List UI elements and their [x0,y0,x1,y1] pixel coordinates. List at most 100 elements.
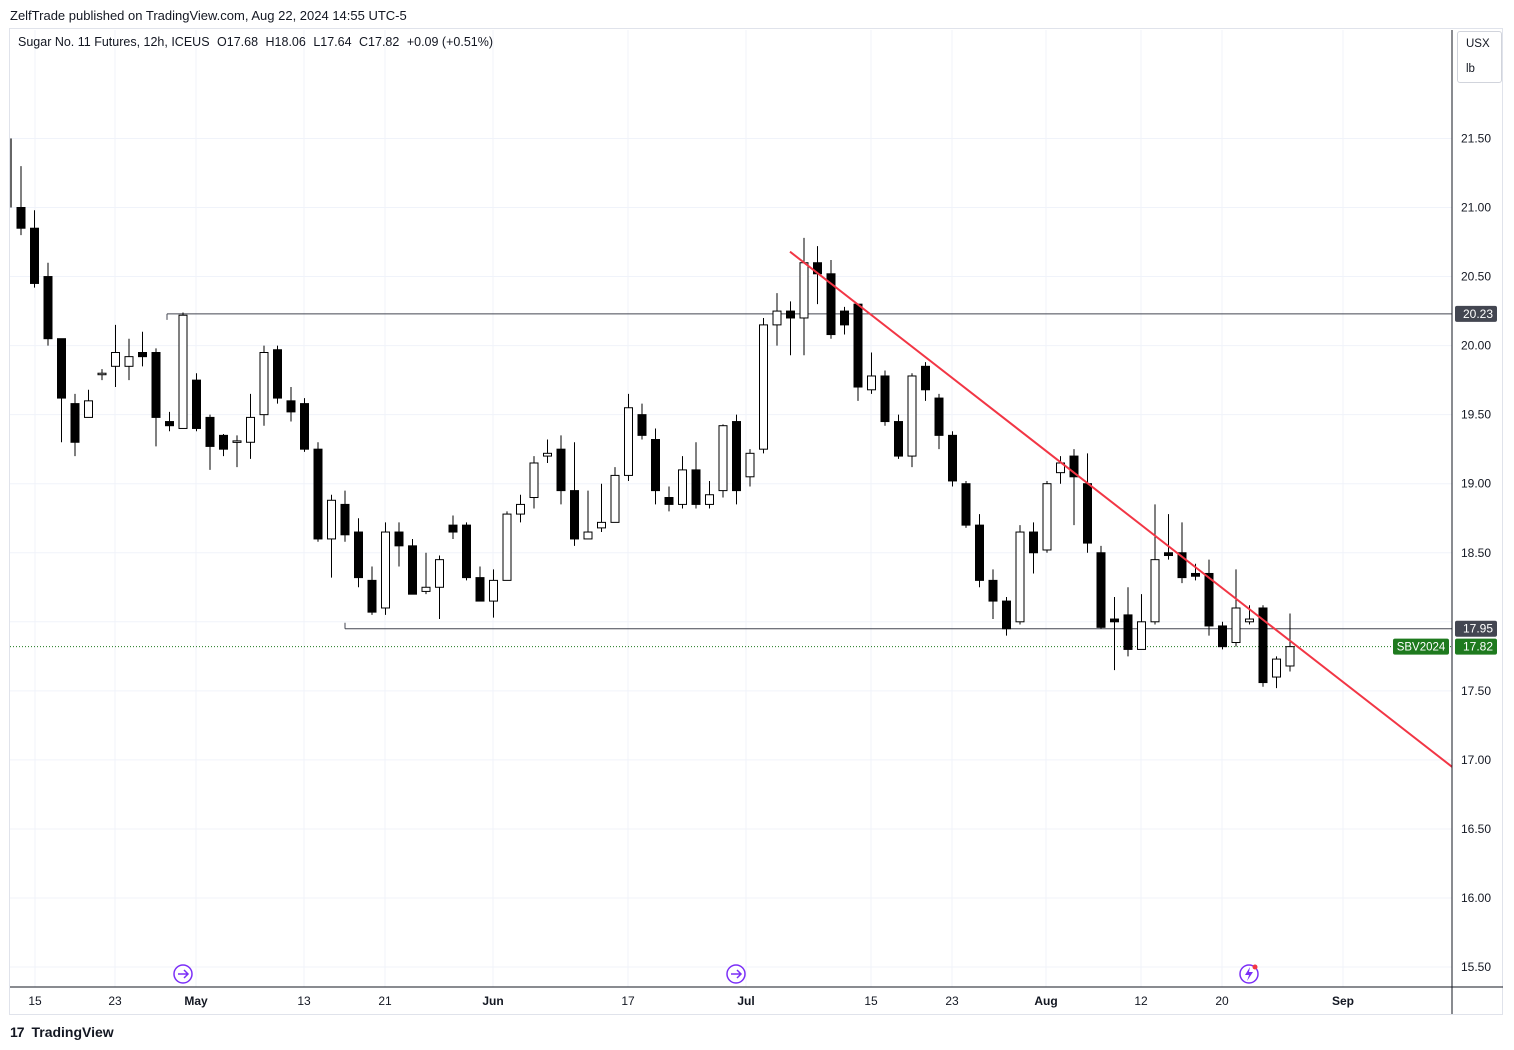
candle-body[interactable] [624,407,633,476]
candle-body[interactable] [867,375,876,391]
candle-body[interactable] [57,338,66,399]
candle-body[interactable] [1258,607,1268,684]
candle-body[interactable] [111,352,120,367]
candle-body[interactable] [1002,600,1011,630]
candle-body[interactable] [529,462,539,499]
unit-selector[interactable]: USX lb [1457,31,1502,83]
candle-body[interactable] [327,499,336,540]
candle-body[interactable] [799,262,809,319]
candle-body[interactable] [178,314,188,429]
candle-body[interactable] [759,324,768,450]
earnings-event-icon[interactable] [1239,964,1259,984]
candle-body[interactable] [489,579,498,602]
candle-body[interactable] [462,524,471,579]
candle-body[interactable] [907,375,917,457]
candle-body[interactable] [718,425,728,492]
unit-label[interactable]: lb [1466,63,1475,75]
candle-body[interactable] [259,352,269,416]
candle-body[interactable] [1218,625,1227,648]
candle-body[interactable] [300,403,309,450]
candle-body[interactable] [921,365,930,391]
candle-body[interactable] [583,531,593,540]
candle-body[interactable] [475,577,485,602]
candle-body[interactable] [43,276,53,340]
candle-body[interactable] [1123,614,1133,650]
candle-body[interactable] [1150,559,1160,623]
candle-body[interactable] [1083,483,1092,544]
candle-body[interactable] [124,356,134,367]
candle-body[interactable] [853,303,863,388]
candle-body[interactable] [1042,483,1052,551]
candle-body[interactable] [637,414,647,436]
tradingview-footer[interactable]: 17 TradingView [10,1024,114,1040]
candle-body[interactable] [1177,552,1187,579]
trendline[interactable] [789,250,1453,768]
candle-body[interactable] [570,490,579,540]
candle-body[interactable] [165,421,174,427]
candle-body[interactable] [556,448,566,492]
candle-body[interactable] [381,531,390,609]
candle-body[interactable] [610,474,620,523]
candle-body[interactable] [313,448,323,540]
candle-body[interactable] [1272,658,1281,678]
candle-body[interactable] [1096,552,1106,628]
candle-body[interactable] [651,439,660,492]
dividend-event-icon[interactable] [173,964,193,984]
candle-body[interactable] [1231,607,1241,644]
candle-body[interactable] [97,372,107,376]
candle-body[interactable] [448,524,458,533]
candle-body[interactable] [1137,621,1146,650]
candle-body[interactable] [1110,618,1119,623]
candle-body[interactable] [880,375,890,423]
candle-body[interactable] [1069,455,1079,478]
candle-body[interactable] [246,416,255,443]
candle-body[interactable] [1015,531,1025,623]
candle-body[interactable] [367,579,377,613]
candle-body[interactable] [961,483,971,526]
candle-body[interactable] [219,434,228,450]
candle-body[interactable] [705,494,714,505]
candle-body[interactable] [691,469,701,505]
candle-body[interactable] [894,421,903,457]
candle-body[interactable] [192,379,201,429]
candle-body[interactable] [273,349,282,399]
dividend-event-icon[interactable] [726,964,746,984]
candle-body[interactable] [1164,552,1173,557]
candle-body[interactable] [1204,572,1214,627]
candle-body[interactable] [732,421,741,492]
candle-body[interactable] [340,503,350,536]
candle-body[interactable] [435,559,444,588]
candle-body[interactable] [84,400,93,418]
candle-body[interactable] [745,452,755,478]
candle-body[interactable] [30,227,39,284]
candle-body[interactable] [138,352,147,358]
candle-body[interactable] [597,521,606,529]
candle-body[interactable] [678,469,687,505]
candle-body[interactable] [151,352,161,418]
candle-body[interactable] [421,586,431,592]
candle-body[interactable] [516,503,525,515]
candle-body[interactable] [772,310,782,326]
candle-body[interactable] [826,273,836,336]
candle-body[interactable] [502,513,512,581]
candle-body[interactable] [16,207,26,229]
currency-label[interactable]: USX [1466,38,1490,50]
candle-body[interactable] [1191,572,1200,577]
candle-body[interactable] [948,434,957,482]
candle-body[interactable] [934,397,944,436]
candle-body[interactable] [1029,531,1038,554]
candle-body[interactable] [232,440,242,443]
candle-body[interactable] [988,579,998,602]
candle-body[interactable] [408,545,417,595]
candle-body[interactable] [286,400,296,413]
candle-body[interactable] [840,310,849,326]
candle-body[interactable] [664,497,674,505]
candle-body[interactable] [205,416,215,447]
candle-body[interactable] [543,452,552,457]
candle-body[interactable] [70,403,80,443]
candle-body[interactable] [786,310,795,319]
candle-body[interactable] [354,531,363,579]
candle-body[interactable] [394,531,404,547]
candle-body[interactable] [1245,618,1254,623]
